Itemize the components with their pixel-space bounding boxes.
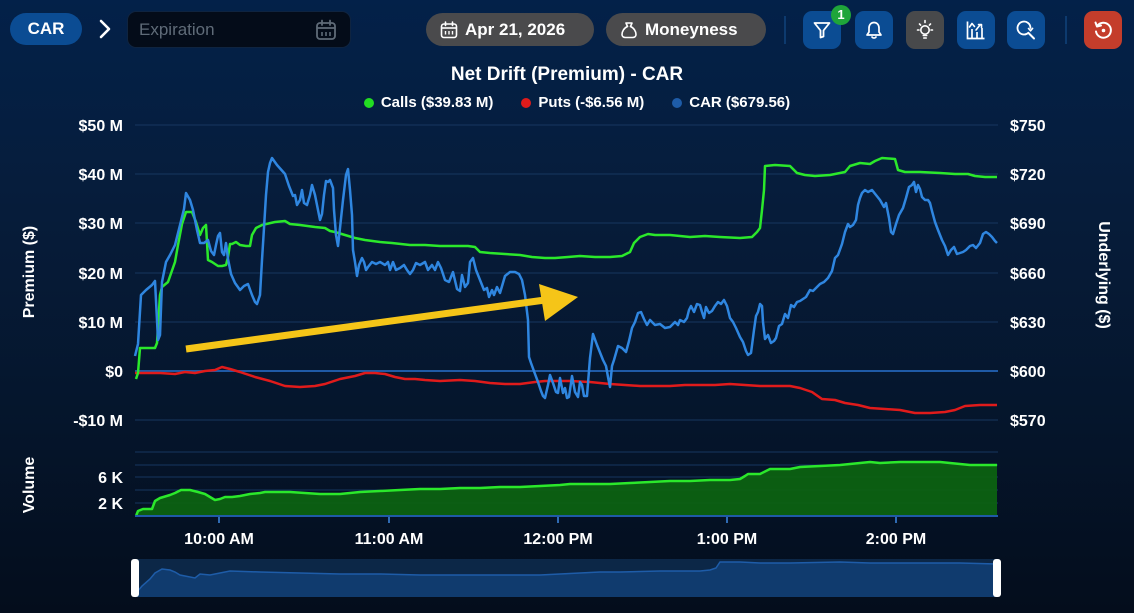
svg-text:$750: $750 (1010, 118, 1046, 135)
navigator-right-handle[interactable] (993, 559, 1001, 597)
calendar-icon[interactable] (315, 19, 337, 41)
svg-text:$40 M: $40 M (79, 167, 123, 184)
left-axis-title: Premium ($) (21, 226, 38, 318)
date-picker-button[interactable]: Apr 21, 2026 (426, 13, 594, 46)
toolbar: CAR Apr 21, 2026 Money (0, 0, 1134, 60)
svg-text:$570: $570 (1010, 413, 1046, 430)
filter-icon (813, 22, 831, 39)
money-bag-icon (621, 21, 637, 38)
svg-text:$630: $630 (1010, 315, 1046, 332)
svg-text:$0: $0 (105, 364, 123, 381)
history-reset-icon (1094, 21, 1112, 39)
chart-type-button[interactable] (957, 11, 995, 49)
legend-item-calls[interactable]: Calls ($39.83 M) (363, 94, 494, 111)
moneyness-button[interactable]: Moneyness (606, 13, 766, 46)
lightbulb-icon (916, 19, 934, 39)
svg-text:10:00 AM: 10:00 AM (184, 531, 254, 548)
legend-item-underlying[interactable]: CAR ($679.56) (672, 94, 790, 111)
theme-toggle-button[interactable] (906, 11, 944, 49)
volume-area (136, 462, 997, 516)
svg-text:$600: $600 (1010, 364, 1046, 381)
svg-text:11:00 AM: 11:00 AM (355, 531, 424, 548)
svg-text:2 K: 2 K (98, 496, 123, 513)
svg-text:$30 M: $30 M (79, 216, 123, 233)
volume-axis-title: Volume (21, 457, 38, 514)
filter-count-badge: 1 (831, 5, 851, 25)
alerts-button[interactable] (855, 11, 893, 49)
legend-dot-icon (363, 97, 374, 108)
svg-text:$50 M: $50 M (79, 118, 123, 135)
x-axis-ticks (218, 517, 897, 523)
chevron-right-icon (99, 19, 111, 39)
x-axis-labels: 10:00 AM 11:00 AM 12:00 PM 1:00 PM 2:00 … (184, 531, 926, 548)
search-reset-icon (1016, 20, 1035, 40)
puts-line (135, 365, 997, 415)
svg-text:6 K: 6 K (98, 470, 123, 487)
chart-title: Net Drift (Premium) - CAR (450, 64, 684, 85)
divider (784, 16, 786, 44)
legend-label: Puts (-$6.56 M) (538, 94, 645, 111)
expiration-field[interactable] (127, 11, 351, 48)
left-axis: $50 M $40 M $30 M $20 M $10 M $0 -$10 M (73, 118, 123, 430)
trend-arrow-annotation (185, 284, 578, 353)
svg-text:$20 M: $20 M (79, 266, 123, 283)
volume-line (134, 460, 997, 517)
ticker-button[interactable]: CAR (10, 13, 82, 45)
right-axis-title: Underlying ($) (1095, 221, 1112, 329)
chart-trend-icon (966, 21, 985, 40)
navigator-series (135, 562, 997, 597)
svg-text:$660: $660 (1010, 266, 1046, 283)
navigator-series-line (134, 561, 998, 598)
volume-axis: 6 K 2 K (98, 470, 123, 513)
zoom-reset-button[interactable] (1007, 11, 1045, 49)
moneyness-label: Moneyness (645, 19, 738, 39)
divider (1065, 16, 1067, 44)
svg-text:$10 M: $10 M (79, 315, 123, 332)
calls-line (134, 156, 997, 380)
bell-icon (866, 21, 882, 39)
svg-text:$720: $720 (1010, 167, 1046, 184)
svg-text:12:00 PM: 12:00 PM (523, 531, 592, 548)
legend-label: CAR ($679.56) (689, 94, 791, 111)
grid-lines (135, 124, 998, 421)
svg-text:$690: $690 (1010, 216, 1046, 233)
svg-text:1:00 PM: 1:00 PM (697, 531, 757, 548)
legend-dot-icon (672, 97, 683, 108)
right-axis: $750 $720 $690 $660 $630 $600 $570 (1010, 118, 1046, 430)
legend-dot-icon (521, 97, 532, 108)
calendar-icon (440, 20, 458, 38)
svg-text:2:00 PM: 2:00 PM (866, 531, 926, 548)
expiration-input[interactable] (139, 18, 309, 42)
chart-legend: Calls ($39.83 M) Puts (-$6.56 M) CAR ($6… (0, 94, 1134, 111)
navigator-left-handle[interactable] (131, 559, 139, 597)
legend-label: Calls ($39.83 M) (380, 94, 494, 111)
underlying-line (133, 156, 998, 400)
date-label: Apr 21, 2026 (465, 19, 566, 39)
svg-text:-$10 M: -$10 M (73, 413, 123, 430)
legend-item-puts[interactable]: Puts (-$6.56 M) (521, 94, 644, 111)
reset-history-button[interactable] (1084, 11, 1122, 49)
